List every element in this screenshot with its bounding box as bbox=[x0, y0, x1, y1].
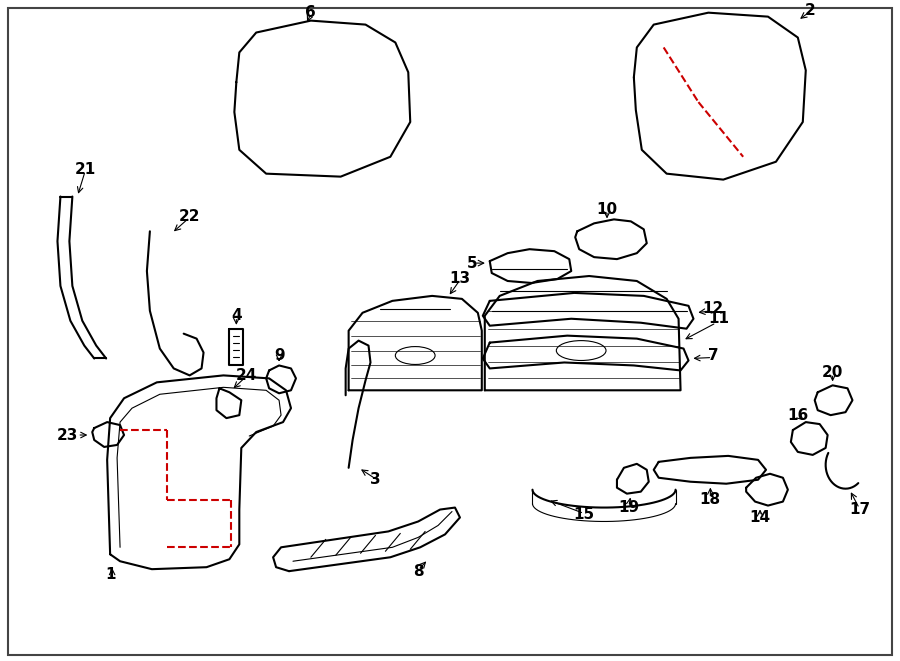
Text: 13: 13 bbox=[449, 272, 471, 286]
Text: 24: 24 bbox=[236, 368, 257, 383]
Text: 8: 8 bbox=[413, 564, 424, 578]
Text: 23: 23 bbox=[57, 428, 78, 442]
Text: 7: 7 bbox=[708, 348, 719, 363]
Text: 21: 21 bbox=[75, 162, 96, 177]
Text: 22: 22 bbox=[179, 209, 201, 224]
Text: 10: 10 bbox=[597, 202, 617, 217]
Text: 19: 19 bbox=[618, 500, 639, 515]
Text: 20: 20 bbox=[822, 365, 843, 380]
Text: 12: 12 bbox=[703, 301, 724, 317]
Text: 17: 17 bbox=[849, 502, 870, 517]
Ellipse shape bbox=[395, 346, 435, 364]
Text: 5: 5 bbox=[466, 256, 477, 270]
Text: 1: 1 bbox=[105, 566, 115, 582]
Text: 9: 9 bbox=[274, 348, 284, 363]
Text: 4: 4 bbox=[231, 308, 242, 323]
Text: 16: 16 bbox=[788, 408, 808, 422]
Text: 6: 6 bbox=[305, 5, 316, 20]
Text: 15: 15 bbox=[573, 507, 595, 522]
Text: 18: 18 bbox=[700, 492, 721, 507]
Text: 2: 2 bbox=[805, 3, 815, 19]
Ellipse shape bbox=[556, 340, 606, 360]
Text: 14: 14 bbox=[750, 510, 770, 525]
Text: 3: 3 bbox=[370, 472, 381, 487]
Text: 11: 11 bbox=[707, 311, 729, 327]
